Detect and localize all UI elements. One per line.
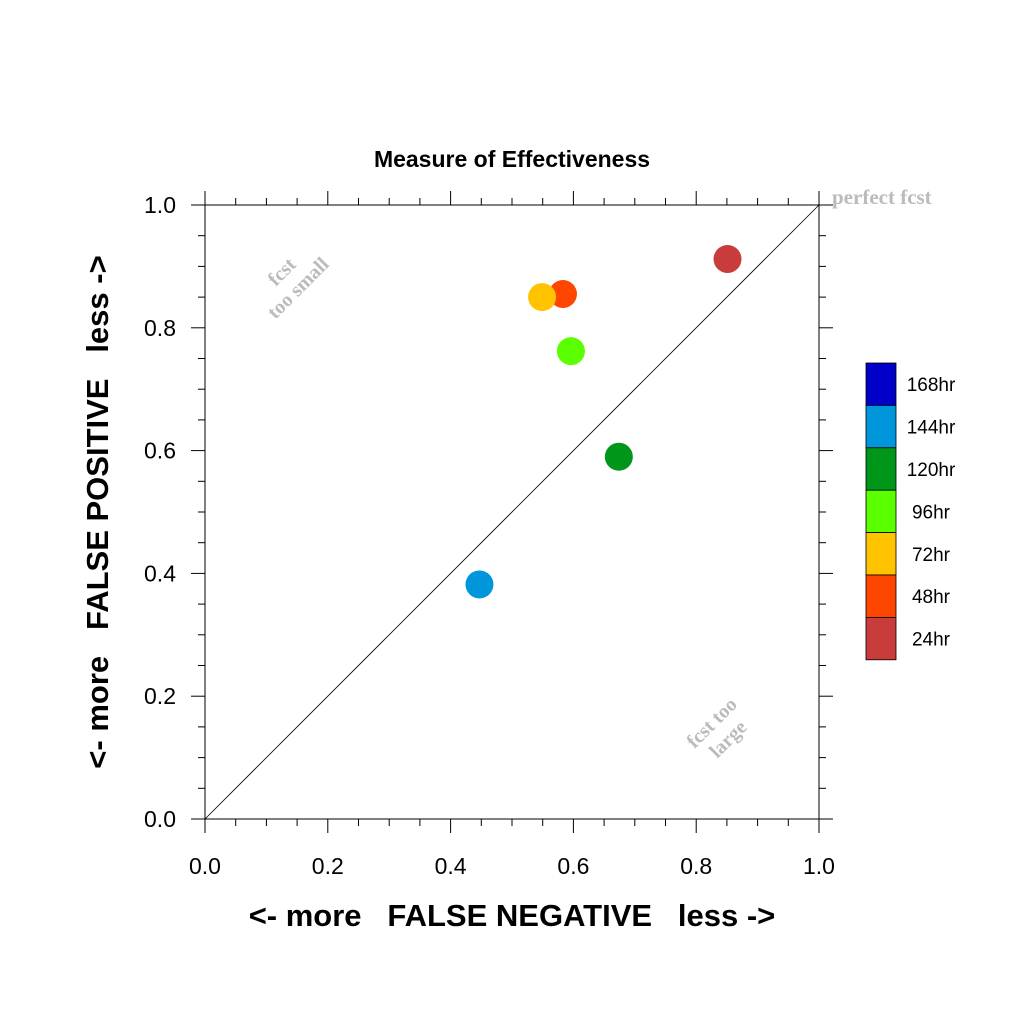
- ticks: [191, 191, 833, 833]
- legend-swatch-48hr: [865, 574, 897, 618]
- y-tick-labels: 0.0 0.2 0.4 0.6 0.8 1.0: [144, 192, 176, 832]
- chart-title: Measure of Effectiveness: [374, 146, 650, 172]
- data-points: [465, 245, 742, 599]
- y-tick-label: 0.4: [144, 560, 176, 586]
- legend-swatch-168hr: [865, 362, 897, 406]
- legend-label-72hr: 72hr: [912, 545, 951, 566]
- point-72hr: [528, 283, 557, 312]
- point-24hr: [713, 245, 742, 274]
- x-tick-label: 0.4: [435, 853, 467, 879]
- legend-label-120hr: 120hr: [907, 460, 956, 481]
- legend-swatch-72hr: [865, 532, 897, 576]
- legend-label-144hr: 144hr: [907, 418, 956, 439]
- legend-swatch-96hr: [865, 489, 897, 534]
- y-tick-label: 0.0: [144, 806, 176, 832]
- legend-label-48hr: 48hr: [912, 587, 951, 608]
- point-96hr: [556, 337, 585, 366]
- annotation-too-large: fcst too large: [683, 694, 752, 763]
- x-tick-label: 1.0: [803, 853, 835, 879]
- annotation-too-small: fcst too small: [263, 253, 333, 323]
- x-axis-label: <- more FALSE NEGATIVE less ->: [249, 898, 776, 933]
- legend-swatch-24hr: [865, 617, 897, 661]
- legend-label-168hr: 168hr: [907, 375, 956, 396]
- x-tick-label: 0.6: [557, 853, 589, 879]
- legend-swatch-144hr: [865, 404, 897, 449]
- y-axis-label: <- more FALSE POSITIVE less ->: [80, 255, 115, 768]
- legend-swatch-120hr: [865, 447, 897, 491]
- legend-label-96hr: 96hr: [912, 502, 951, 523]
- x-tick-label: 0.0: [189, 853, 221, 879]
- x-tick-label: 0.2: [312, 853, 344, 879]
- point-120hr: [604, 442, 633, 471]
- legend-label-24hr: 24hr: [912, 630, 951, 651]
- y-tick-label: 1.0: [144, 192, 176, 218]
- legend: 168hr 144hr 120hr 96hr 72hr 48hr 24hr: [865, 362, 956, 661]
- x-tick-label: 0.8: [680, 853, 712, 879]
- x-tick-labels: 0.0 0.2 0.4 0.6 0.8 1.0: [189, 853, 835, 879]
- y-tick-label: 0.6: [144, 438, 176, 464]
- point-48hr: [548, 280, 577, 309]
- y-tick-label: 0.2: [144, 683, 176, 709]
- y-tick-label: 0.8: [144, 315, 176, 341]
- annotation-perfect-fcst: perfect fcst: [832, 185, 932, 209]
- diagonal-line: [204, 204, 820, 820]
- point-144hr: [465, 570, 494, 599]
